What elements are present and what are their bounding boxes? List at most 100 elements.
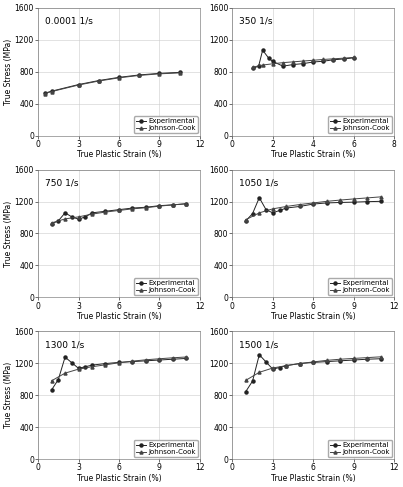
Johnson-Cook bbox=[260, 62, 265, 68]
Johnson-Cook bbox=[270, 365, 275, 371]
Legend: Experimental, Johnson-Cook: Experimental, Johnson-Cook bbox=[134, 116, 198, 133]
Johnson-Cook bbox=[157, 71, 162, 77]
Experimental bbox=[280, 63, 285, 69]
Experimental bbox=[351, 199, 356, 205]
Johnson-Cook bbox=[184, 354, 189, 360]
Johnson-Cook bbox=[130, 206, 135, 212]
Experimental bbox=[297, 360, 302, 366]
Text: 1500 1/s: 1500 1/s bbox=[239, 340, 278, 349]
Johnson-Cook bbox=[311, 57, 316, 63]
Legend: Experimental, Johnson-Cook: Experimental, Johnson-Cook bbox=[328, 278, 392, 295]
Johnson-Cook bbox=[280, 60, 285, 66]
Johnson-Cook bbox=[365, 355, 370, 360]
Experimental bbox=[69, 360, 74, 366]
Johnson-Cook bbox=[297, 360, 302, 366]
Experimental bbox=[297, 204, 302, 209]
Experimental bbox=[291, 62, 295, 68]
Johnson-Cook bbox=[243, 377, 248, 383]
Experimental bbox=[62, 354, 67, 360]
Experimental bbox=[264, 359, 268, 365]
Johnson-Cook bbox=[291, 59, 295, 65]
Experimental bbox=[331, 57, 336, 63]
Experimental bbox=[338, 200, 343, 206]
Johnson-Cook bbox=[157, 356, 162, 362]
Johnson-Cook bbox=[89, 364, 94, 370]
Johnson-Cook bbox=[130, 358, 135, 364]
X-axis label: True Plastic Strain (%): True Plastic Strain (%) bbox=[77, 474, 161, 483]
Johnson-Cook bbox=[297, 202, 302, 207]
Experimental bbox=[76, 216, 81, 222]
Y-axis label: True Stress (MPa): True Stress (MPa) bbox=[4, 200, 13, 266]
Johnson-Cook bbox=[49, 378, 54, 384]
Experimental bbox=[250, 65, 255, 71]
X-axis label: True Plastic Strain (%): True Plastic Strain (%) bbox=[77, 150, 161, 159]
Experimental bbox=[177, 70, 182, 75]
X-axis label: True Plastic Strain (%): True Plastic Strain (%) bbox=[271, 474, 355, 483]
Experimental bbox=[250, 378, 255, 384]
Legend: Experimental, Johnson-Cook: Experimental, Johnson-Cook bbox=[328, 440, 392, 457]
Legend: Experimental, Johnson-Cook: Experimental, Johnson-Cook bbox=[134, 278, 198, 295]
Experimental bbox=[103, 360, 108, 366]
Experimental bbox=[56, 218, 61, 224]
Johnson-Cook bbox=[143, 205, 148, 211]
Johnson-Cook bbox=[351, 356, 356, 361]
Experimental bbox=[284, 205, 289, 211]
Experimental bbox=[338, 358, 343, 364]
Johnson-Cook bbox=[378, 354, 383, 360]
Johnson-Cook bbox=[96, 78, 101, 84]
Johnson-Cook bbox=[243, 217, 248, 223]
Johnson-Cook bbox=[311, 200, 316, 206]
Johnson-Cook bbox=[184, 201, 189, 206]
Experimental bbox=[351, 55, 356, 61]
Y-axis label: True Stress (MPa): True Stress (MPa) bbox=[4, 362, 13, 429]
Experimental bbox=[69, 214, 74, 220]
Experimental bbox=[96, 77, 101, 83]
Experimental bbox=[378, 356, 383, 362]
Johnson-Cook bbox=[270, 206, 275, 212]
Line: Johnson-Cook: Johnson-Cook bbox=[244, 195, 382, 221]
Experimental bbox=[284, 363, 289, 369]
Johnson-Cook bbox=[76, 214, 81, 220]
Experimental bbox=[143, 205, 148, 210]
Line: Johnson-Cook: Johnson-Cook bbox=[50, 202, 188, 225]
Johnson-Cook bbox=[378, 194, 383, 200]
Johnson-Cook bbox=[116, 75, 121, 81]
Experimental bbox=[270, 210, 275, 216]
Line: Johnson-Cook: Johnson-Cook bbox=[50, 356, 188, 382]
Experimental bbox=[365, 356, 370, 362]
Line: Johnson-Cook: Johnson-Cook bbox=[244, 356, 382, 382]
Legend: Experimental, Johnson-Cook: Experimental, Johnson-Cook bbox=[134, 440, 198, 457]
Text: 0.0001 1/s: 0.0001 1/s bbox=[45, 17, 92, 26]
Experimental bbox=[170, 356, 175, 362]
Experimental bbox=[130, 359, 135, 365]
Johnson-Cook bbox=[338, 356, 343, 362]
Y-axis label: True Stress (MPa): True Stress (MPa) bbox=[4, 38, 13, 105]
Johnson-Cook bbox=[257, 210, 262, 216]
Johnson-Cook bbox=[284, 363, 289, 369]
Experimental bbox=[311, 59, 316, 65]
Johnson-Cook bbox=[62, 370, 67, 376]
Experimental bbox=[351, 357, 356, 363]
Experimental bbox=[157, 71, 162, 76]
Experimental bbox=[365, 199, 370, 205]
Experimental bbox=[143, 358, 148, 364]
Experimental bbox=[170, 202, 175, 208]
Line: Experimental: Experimental bbox=[244, 196, 382, 223]
Johnson-Cook bbox=[177, 70, 182, 76]
Johnson-Cook bbox=[157, 203, 162, 209]
Experimental bbox=[324, 200, 329, 206]
Johnson-Cook bbox=[42, 91, 47, 96]
Experimental bbox=[270, 58, 275, 64]
Experimental bbox=[324, 359, 329, 365]
X-axis label: True Plastic Strain (%): True Plastic Strain (%) bbox=[271, 150, 355, 159]
X-axis label: True Plastic Strain (%): True Plastic Strain (%) bbox=[77, 312, 161, 321]
Johnson-Cook bbox=[137, 73, 141, 78]
Experimental bbox=[116, 359, 121, 365]
Experimental bbox=[184, 201, 189, 206]
Line: Johnson-Cook: Johnson-Cook bbox=[251, 56, 355, 69]
Experimental bbox=[260, 47, 265, 53]
Line: Experimental: Experimental bbox=[43, 71, 181, 94]
Experimental bbox=[157, 357, 162, 363]
Johnson-Cook bbox=[116, 360, 121, 366]
Johnson-Cook bbox=[62, 216, 67, 222]
